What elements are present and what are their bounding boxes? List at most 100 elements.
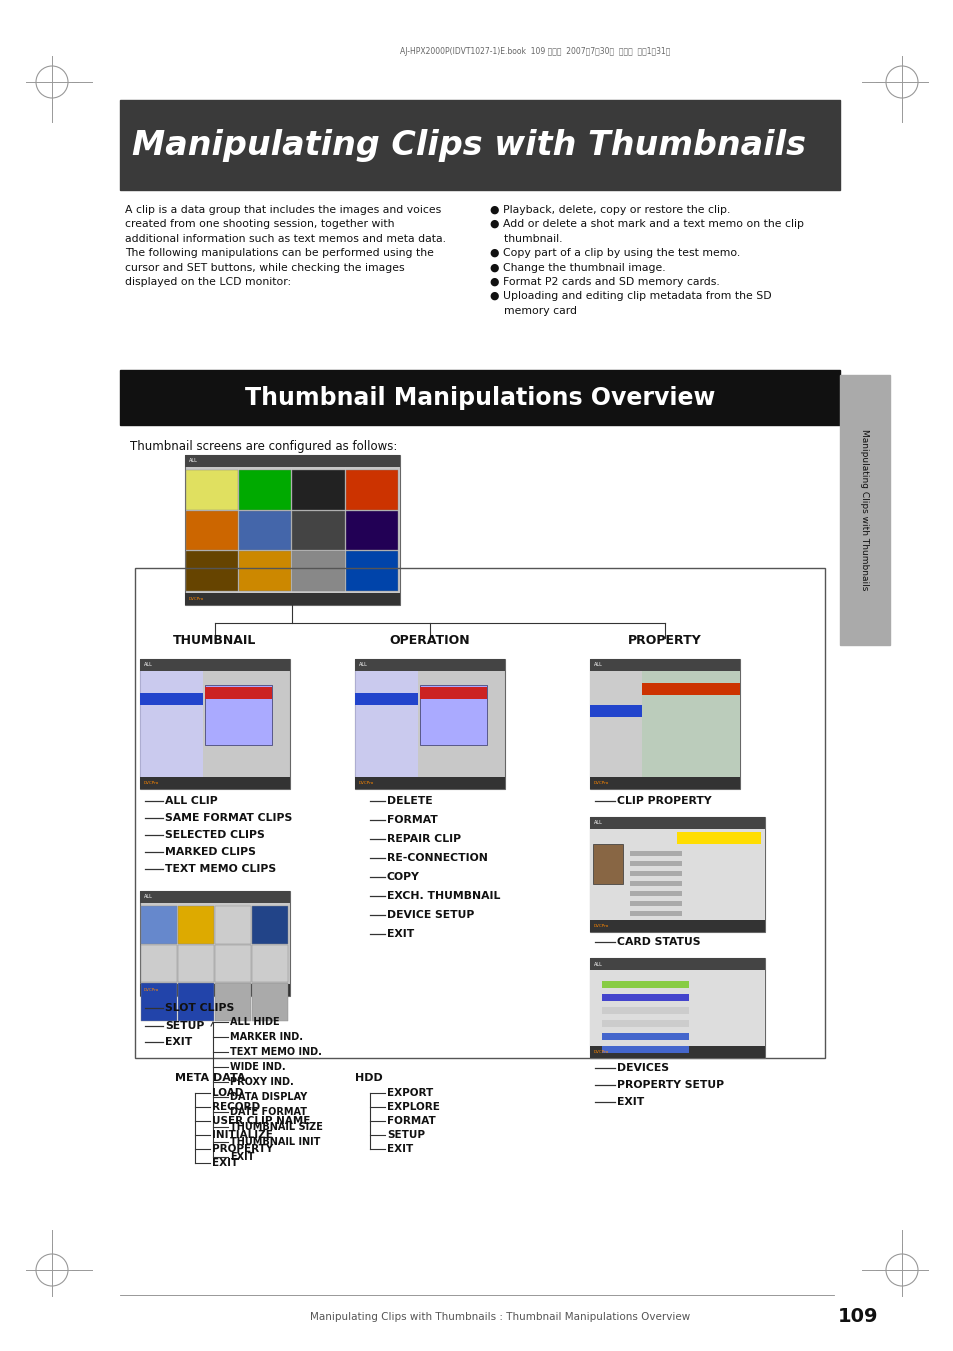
Bar (589, 659, 740, 671)
Text: ALL: ALL (144, 894, 152, 900)
Text: Manipulating Clips with Thumbnails : Thumbnail Manipulations Overview: Manipulating Clips with Thumbnails : Thu… (310, 1312, 689, 1323)
Bar (589, 958, 764, 1058)
Bar (178, 907, 213, 943)
Bar (419, 688, 487, 698)
Text: Manipulating Clips with Thumbnails: Manipulating Clips with Thumbnails (132, 128, 805, 162)
Bar (185, 593, 399, 605)
Text: SLOT CLIPS: SLOT CLIPS (165, 1002, 234, 1013)
Bar (601, 981, 689, 988)
Bar (589, 817, 764, 932)
Text: DELETE: DELETE (387, 796, 432, 807)
Text: THUMBNAIL SIZE: THUMBNAIL SIZE (230, 1121, 322, 1132)
Text: Thumbnail screens are configured as follows:: Thumbnail screens are configured as foll… (130, 440, 397, 453)
Text: EXIT: EXIT (387, 929, 414, 939)
Bar (252, 944, 288, 982)
Bar (293, 511, 344, 550)
Text: SAME FORMAT CLIPS: SAME FORMAT CLIPS (165, 813, 292, 823)
Text: DVCPro: DVCPro (358, 781, 374, 785)
Bar (629, 901, 681, 907)
Bar (185, 455, 399, 605)
Text: DATA DISPLAY: DATA DISPLAY (230, 1092, 307, 1102)
Text: ALL: ALL (594, 662, 602, 667)
Text: EXIT: EXIT (165, 1038, 193, 1047)
Bar (140, 777, 290, 789)
Bar (629, 861, 681, 866)
Text: EXIT: EXIT (387, 1144, 413, 1154)
Bar (214, 907, 251, 943)
Text: ALL: ALL (358, 662, 368, 667)
Text: DEVICES: DEVICES (617, 1063, 668, 1073)
Bar (186, 470, 238, 509)
Text: THUMBNAIL INIT: THUMBNAIL INIT (230, 1138, 320, 1147)
Bar (355, 659, 504, 671)
Text: EXIT: EXIT (230, 1152, 254, 1162)
Text: THUMBNAIL: THUMBNAIL (173, 635, 256, 647)
Text: SETUP: SETUP (165, 1021, 204, 1031)
Text: EXIT: EXIT (617, 1097, 643, 1106)
Bar (345, 511, 397, 550)
Text: DATE FORMAT: DATE FORMAT (230, 1106, 307, 1117)
Text: CLIP PROPERTY: CLIP PROPERTY (617, 796, 711, 807)
Bar (141, 944, 177, 982)
Text: COPY: COPY (387, 871, 419, 882)
Bar (252, 907, 288, 943)
Bar (186, 511, 238, 550)
Bar (601, 1046, 689, 1052)
Text: RECORD: RECORD (212, 1102, 260, 1112)
Text: EXIT: EXIT (212, 1158, 238, 1169)
Bar (589, 1046, 764, 1058)
Bar (140, 892, 290, 902)
Text: REPAIR CLIP: REPAIR CLIP (387, 834, 460, 844)
Text: ALL: ALL (189, 458, 197, 463)
Bar (345, 551, 397, 590)
Bar (135, 567, 824, 1058)
Text: SELECTED CLIPS: SELECTED CLIPS (165, 830, 265, 840)
Text: EXPORT: EXPORT (387, 1088, 433, 1098)
Text: DVCPro: DVCPro (594, 924, 609, 928)
Bar (589, 777, 740, 789)
Bar (641, 684, 740, 694)
Bar (629, 851, 681, 857)
Text: 109: 109 (837, 1308, 878, 1327)
Text: TEXT MEMO CLIPS: TEXT MEMO CLIPS (165, 865, 275, 874)
Text: PROXY IND.: PROXY IND. (230, 1077, 294, 1088)
Bar (419, 685, 487, 744)
Text: ● Playback, delete, copy or restore the clip.
● Add or delete a shot mark and a : ● Playback, delete, copy or restore the … (490, 205, 803, 316)
Text: TEXT MEMO IND.: TEXT MEMO IND. (230, 1047, 321, 1056)
Bar (140, 659, 290, 671)
Text: EXCH. THUMBNAIL: EXCH. THUMBNAIL (387, 892, 500, 901)
Text: DVCPro: DVCPro (594, 1050, 609, 1054)
Text: CARD STATUS: CARD STATUS (617, 938, 700, 947)
Text: SETUP: SETUP (387, 1129, 424, 1140)
Text: MARKER IND.: MARKER IND. (230, 1032, 303, 1042)
Bar (140, 984, 290, 996)
Bar (239, 511, 292, 550)
Bar (252, 984, 288, 1020)
Text: A clip is a data group that includes the images and voices
created from one shoo: A clip is a data group that includes the… (125, 205, 446, 286)
Text: DVCPro: DVCPro (144, 988, 159, 992)
Text: MARKED CLIPS: MARKED CLIPS (165, 847, 255, 857)
Bar (214, 944, 251, 982)
Bar (629, 892, 681, 896)
Text: WIDE IND.: WIDE IND. (230, 1062, 285, 1071)
Bar (629, 911, 681, 916)
Bar (120, 100, 840, 190)
Bar (589, 817, 764, 830)
Bar (140, 693, 203, 705)
Text: FORMAT: FORMAT (387, 815, 437, 825)
Bar (355, 671, 417, 777)
Bar (345, 470, 397, 509)
Text: Thumbnail Manipulations Overview: Thumbnail Manipulations Overview (245, 385, 715, 409)
Text: PROPERTY: PROPERTY (212, 1144, 273, 1154)
Bar (178, 944, 213, 982)
Text: AJ-HPX2000P(IDVT1027-1)E.book  109 ページ  2007年7月30日  月曜日  午後1時31分: AJ-HPX2000P(IDVT1027-1)E.book 109 ページ 20… (399, 47, 670, 57)
Bar (589, 671, 641, 777)
Bar (239, 551, 292, 590)
Bar (120, 370, 840, 426)
Bar (589, 958, 764, 970)
Text: ALL HIDE: ALL HIDE (230, 1017, 279, 1027)
Text: DEVICE SETUP: DEVICE SETUP (387, 911, 474, 920)
Text: DVCPro: DVCPro (189, 597, 204, 601)
Bar (141, 907, 177, 943)
Bar (205, 685, 273, 744)
